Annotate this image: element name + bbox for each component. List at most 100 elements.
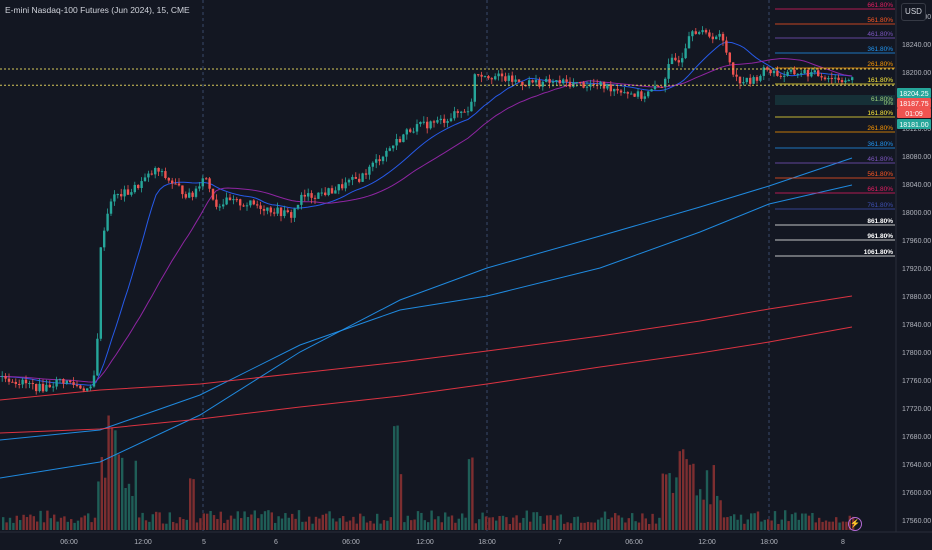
volume-bar bbox=[134, 460, 137, 530]
volume-bar bbox=[328, 511, 331, 530]
candle-body bbox=[133, 184, 136, 193]
volume-bar bbox=[709, 504, 712, 530]
volume-bar bbox=[158, 512, 161, 530]
candle-body bbox=[511, 75, 514, 82]
candle-body bbox=[252, 200, 255, 205]
candle-body bbox=[293, 208, 296, 218]
candle-body bbox=[1, 375, 4, 377]
candle-body bbox=[643, 96, 646, 99]
candle-body bbox=[718, 33, 721, 37]
candle bbox=[793, 66, 796, 75]
volume-bar bbox=[634, 521, 637, 530]
candle-body bbox=[800, 73, 803, 75]
volume-bar bbox=[155, 511, 158, 530]
price-tick-label: 17880.00 bbox=[902, 294, 931, 301]
candle bbox=[167, 177, 170, 184]
fast-ma bbox=[0, 41, 853, 386]
candle bbox=[171, 177, 174, 189]
long-ma-red bbox=[0, 295, 853, 401]
mid-ma bbox=[0, 58, 853, 383]
candle-body bbox=[738, 76, 742, 84]
candle-body bbox=[742, 82, 745, 84]
candle bbox=[300, 192, 303, 210]
candle-body bbox=[579, 82, 582, 84]
candle bbox=[205, 177, 208, 180]
volume-bar bbox=[36, 521, 39, 530]
candle-body bbox=[378, 159, 381, 162]
volume-bar bbox=[440, 522, 443, 530]
volume-bar bbox=[614, 513, 617, 530]
candle bbox=[500, 68, 504, 82]
candle-body bbox=[364, 173, 368, 175]
volume-bar bbox=[838, 522, 841, 530]
candle bbox=[694, 28, 697, 35]
volume-bar bbox=[471, 457, 474, 530]
fib-zone bbox=[775, 95, 895, 105]
volume-bar bbox=[814, 522, 817, 530]
candle-body bbox=[106, 213, 109, 231]
candle-body bbox=[55, 379, 58, 387]
candle bbox=[738, 76, 742, 89]
volume-bar bbox=[450, 515, 454, 530]
price-axis[interactable]: 18280.0018240.0018200.0018160.0018120.00… bbox=[895, 0, 932, 550]
candle bbox=[1, 371, 4, 382]
candle-body bbox=[650, 89, 653, 92]
candle bbox=[735, 69, 738, 82]
candle-body bbox=[72, 382, 75, 385]
volume-bar bbox=[546, 515, 549, 530]
candle-body bbox=[371, 162, 374, 167]
fib-level-label: 261.80% bbox=[867, 61, 893, 68]
price-tick-label: 17560.00 bbox=[902, 518, 931, 525]
volume-bar bbox=[284, 513, 287, 530]
time-tick-label: 18:00 bbox=[760, 539, 778, 546]
candle bbox=[133, 181, 136, 194]
candle bbox=[58, 378, 62, 384]
volume-bar bbox=[124, 487, 127, 530]
price-tick-label: 18040.00 bbox=[902, 182, 931, 189]
candle-body bbox=[11, 381, 14, 383]
volume-bar bbox=[416, 511, 420, 530]
time-axis[interactable]: 06:00 12:00 5 6 06:00 12:00 18:00 7 06:00 12:00 18… bbox=[0, 531, 932, 546]
candle-body bbox=[116, 194, 119, 196]
volume-bar bbox=[389, 517, 392, 530]
price-label-text: 18187.75 bbox=[899, 101, 928, 108]
candle-body bbox=[320, 192, 323, 194]
volume-bar bbox=[532, 512, 535, 530]
volume-bar bbox=[797, 519, 800, 530]
candle bbox=[113, 190, 116, 206]
candle bbox=[228, 193, 232, 201]
candle bbox=[392, 145, 395, 152]
candle-body bbox=[205, 178, 208, 180]
candle bbox=[453, 106, 456, 121]
volume-bar bbox=[80, 517, 83, 530]
volume-bar bbox=[189, 478, 192, 530]
candle-body bbox=[545, 78, 548, 82]
candle-body bbox=[290, 212, 293, 218]
candle-body bbox=[670, 57, 674, 65]
volume-bar bbox=[464, 517, 467, 530]
candle bbox=[477, 74, 480, 77]
candle bbox=[619, 89, 623, 96]
candle-body bbox=[14, 381, 17, 384]
candle bbox=[65, 380, 68, 385]
candle-body bbox=[7, 378, 11, 382]
volume-bar bbox=[430, 510, 433, 530]
candle bbox=[354, 172, 357, 180]
candle bbox=[412, 127, 415, 134]
candle-body bbox=[755, 77, 759, 81]
candle bbox=[109, 198, 113, 217]
candle-body bbox=[171, 180, 174, 184]
currency-button[interactable]: USD bbox=[901, 3, 926, 21]
volume-bar bbox=[467, 459, 471, 530]
candle-body bbox=[296, 204, 300, 209]
price-tick-label: 17680.00 bbox=[902, 434, 931, 441]
volume-bar bbox=[121, 457, 124, 530]
lightning-bolt-icon[interactable]: ⚡ bbox=[848, 517, 862, 531]
candle-body bbox=[402, 134, 405, 143]
volume-bar bbox=[246, 517, 250, 530]
candle bbox=[164, 167, 167, 180]
candle-body bbox=[783, 75, 786, 77]
candle bbox=[120, 188, 123, 200]
fib-level-label: 361.80% bbox=[867, 46, 893, 53]
